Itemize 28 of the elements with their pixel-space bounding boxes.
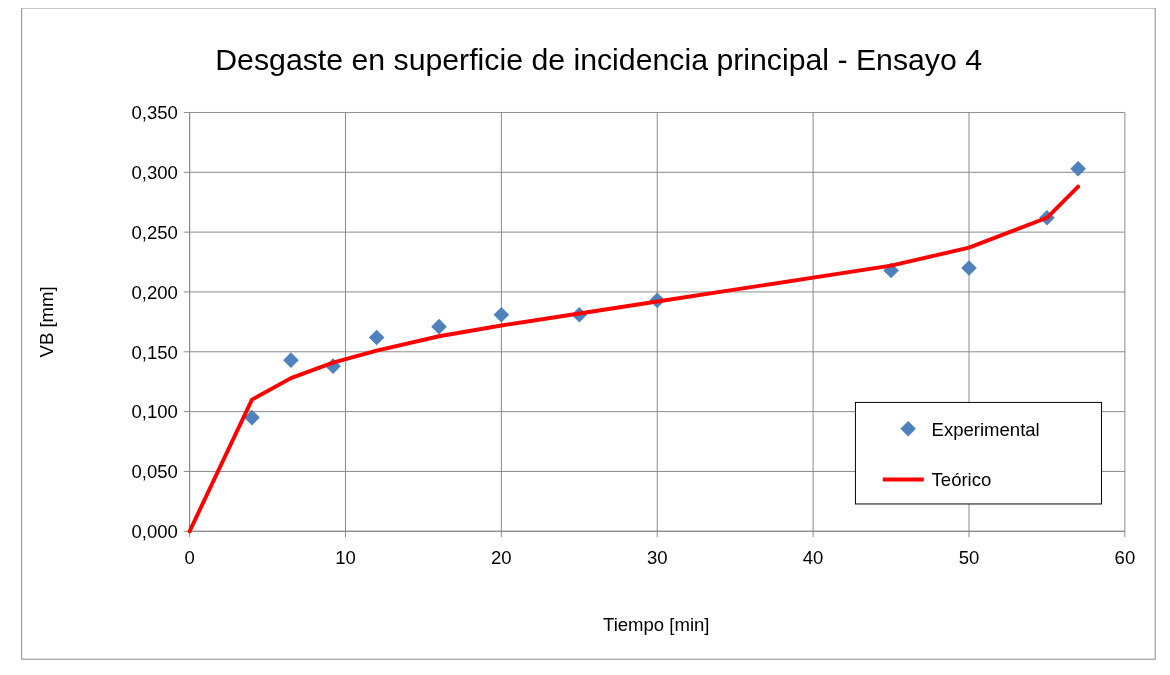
x-tick-label: 10: [335, 547, 356, 569]
y-tick-label: 0,350: [131, 102, 178, 124]
chart-title: Desgaste en superficie de incidencia principal - Ensayo 4: [215, 43, 983, 77]
point: [244, 409, 260, 426]
legend-label: Teórico: [931, 469, 992, 491]
point: [431, 318, 447, 335]
y-tick-label: 0,300: [131, 162, 178, 184]
x-tick-label: 40: [802, 547, 824, 569]
point: [1070, 160, 1086, 177]
x-tick-label: 0: [184, 547, 195, 569]
y-tick-label: 0,100: [131, 401, 178, 423]
line-series: [187, 184, 1081, 534]
point: [493, 306, 510, 323]
point: [283, 352, 299, 368]
x-tick-label: 20: [491, 547, 512, 569]
x-tick-label: 50: [958, 547, 980, 569]
y-axis-title: VB [mm]: [35, 286, 57, 358]
point: [368, 329, 385, 346]
x-tick-label: 60: [1114, 547, 1136, 569]
y-tick-label: 0,200: [131, 281, 178, 303]
y-tick-label: 0,050: [131, 461, 178, 483]
y-tick-label: 0,150: [131, 341, 178, 363]
point: [961, 260, 977, 276]
x-axis-title: Tiempo [min]: [603, 613, 710, 635]
y-tick-label: 0,250: [131, 221, 178, 243]
y-tick-label: 0,000: [131, 521, 178, 543]
legend-label: Experimental: [931, 418, 1040, 440]
x-tick-label: 30: [646, 547, 668, 569]
